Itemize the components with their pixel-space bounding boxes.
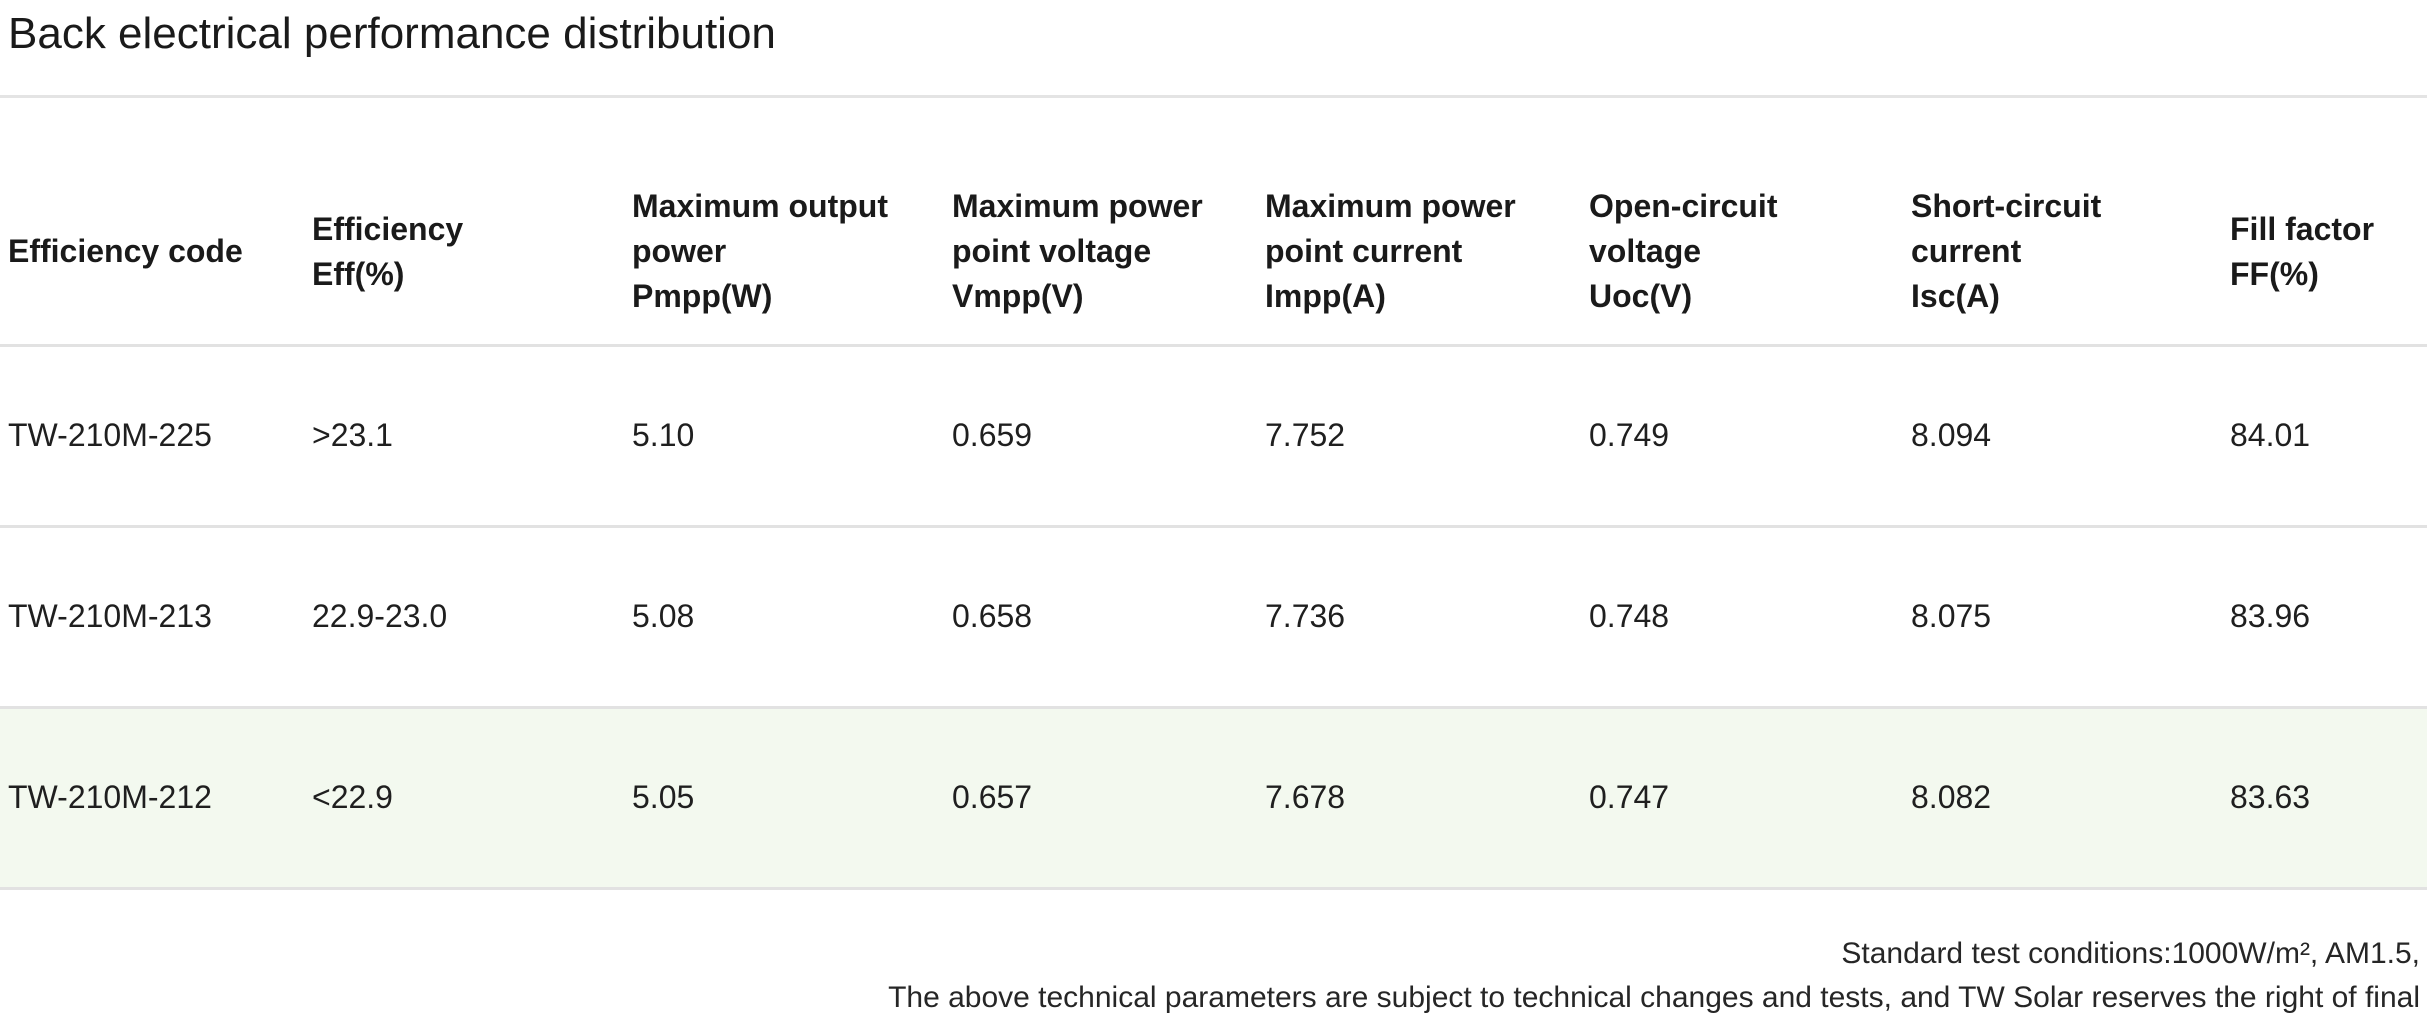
table-cell: 5.05 <box>624 707 944 890</box>
column-header-line: Uoc(V) <box>1589 278 1693 315</box>
column-header: Fill factor FF(%) <box>2222 98 2427 347</box>
column-header-line: current <box>1911 233 2022 270</box>
table-row: TW-210M-213 22.9-23.0 5.08 0.658 7.736 0.748 8… <box>0 526 2427 709</box>
column-header: Maximum power point current Impp(A) <box>1257 98 1581 347</box>
table-body: TW-210M-225 >23.1 5.10 0.659 7.752 0.749 8.094… <box>0 345 2427 890</box>
column-header-line: Fill factor <box>2230 210 2375 247</box>
table-cell: 83.96 <box>2222 526 2427 709</box>
column-header-line: power <box>632 233 727 270</box>
table-cell: 7.736 <box>1257 526 1581 709</box>
column-header: Efficiency Eff(%) <box>304 98 624 347</box>
column-header-line: Maximum power <box>1265 188 1516 225</box>
column-header-line: Eff(%) <box>312 255 405 292</box>
column-header-line: point voltage <box>952 233 1152 270</box>
footnote-line-conditions: Standard test conditions:1000W/m², AM1.5… <box>1841 936 2420 970</box>
table-cell: 84.01 <box>2222 345 2427 528</box>
performance-table: Efficiency code Efficiency Eff(%) Maximum o… <box>0 98 2427 890</box>
table-cell: 0.748 <box>1581 526 1903 709</box>
column-header: Efficiency code <box>0 98 304 347</box>
table-row: TW-210M-212 <22.9 5.05 0.657 7.678 0.747 8.082… <box>0 707 2427 890</box>
footnote: Standard test conditions:1000W/m², AM1.5… <box>0 932 2427 1020</box>
column-header: Maximum output power Pmpp(W) <box>624 98 944 347</box>
table-header-row: Efficiency code Efficiency Eff(%) Maximum o… <box>0 98 2427 347</box>
title-divider <box>0 95 2427 98</box>
table-cell: 83.63 <box>2222 707 2427 890</box>
table-cell: TW-210M-212 <box>0 707 304 890</box>
table-head: Efficiency code Efficiency Eff(%) Maximum o… <box>0 98 2427 347</box>
column-header-line: Vmpp(V) <box>952 278 1084 315</box>
table-cell: 22.9-23.0 <box>304 526 624 709</box>
column-header: Maximum power point voltage Vmpp(V) <box>944 98 1257 347</box>
column-header-line: Isc(A) <box>1911 278 2000 315</box>
column-header-line: Efficiency code <box>8 233 243 270</box>
column-header-line: Maximum output <box>632 188 888 225</box>
table-cell: 7.752 <box>1257 345 1581 528</box>
column-header-line: Open-circuit <box>1589 188 1778 225</box>
table-cell: 0.747 <box>1581 707 1903 890</box>
table-cell: TW-210M-213 <box>0 526 304 709</box>
column-header-line: Impp(A) <box>1265 278 1386 315</box>
column-header: Open-circuit voltage Uoc(V) <box>1581 98 1903 347</box>
column-header: Short-circuit current Isc(A) <box>1903 98 2222 347</box>
column-header-line: Efficiency <box>312 210 464 247</box>
column-header-line: Pmpp(W) <box>632 278 773 315</box>
column-header-line: Maximum power <box>952 188 1203 225</box>
table-cell: TW-210M-225 <box>0 345 304 528</box>
table-cell: 8.082 <box>1903 707 2222 890</box>
column-header-line: point current <box>1265 233 1463 270</box>
table-cell: 0.658 <box>944 526 1257 709</box>
table-cell: 8.094 <box>1903 345 2222 528</box>
table-cell: 5.08 <box>624 526 944 709</box>
column-header-line: voltage <box>1589 233 1702 270</box>
column-header-line: Short-circuit <box>1911 188 2102 225</box>
table-cell: >23.1 <box>304 345 624 528</box>
table-row: TW-210M-225 >23.1 5.10 0.659 7.752 0.749 8.094… <box>0 345 2427 528</box>
table-cell: 5.10 <box>624 345 944 528</box>
table-cell: 0.659 <box>944 345 1257 528</box>
table-cell: 0.657 <box>944 707 1257 890</box>
table-cell: <22.9 <box>304 707 624 890</box>
section-title: Back electrical performance distribution <box>8 9 776 58</box>
table-cell: 8.075 <box>1903 526 2222 709</box>
table-cell: 0.749 <box>1581 345 1903 528</box>
column-header-line: FF(%) <box>2230 255 2319 292</box>
footnote-line-disclaimer: The above technical parameters are subje… <box>888 980 2420 1014</box>
table-cell: 7.678 <box>1257 707 1581 890</box>
